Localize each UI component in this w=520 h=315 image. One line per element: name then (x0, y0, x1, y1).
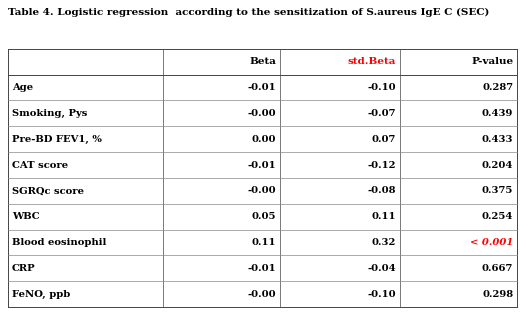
Text: -0.12: -0.12 (368, 161, 396, 169)
Text: 0.439: 0.439 (482, 109, 513, 118)
Text: -0.00: -0.00 (248, 186, 276, 195)
Text: -0.04: -0.04 (368, 264, 396, 273)
Text: 0.667: 0.667 (482, 264, 513, 273)
Text: 0.298: 0.298 (482, 290, 513, 299)
Text: Beta: Beta (250, 57, 276, 66)
Text: -0.10: -0.10 (368, 290, 396, 299)
Text: Blood eosinophil: Blood eosinophil (12, 238, 106, 247)
Text: -0.01: -0.01 (248, 161, 276, 169)
Text: 0.287: 0.287 (482, 83, 513, 92)
Text: 0.375: 0.375 (482, 186, 513, 195)
Text: < 0.001: < 0.001 (470, 238, 513, 247)
Text: -0.00: -0.00 (248, 109, 276, 118)
Text: 0.11: 0.11 (252, 238, 276, 247)
Text: Age: Age (12, 83, 33, 92)
Text: -0.01: -0.01 (248, 83, 276, 92)
Text: SGRQc score: SGRQc score (12, 186, 84, 195)
Text: 0.00: 0.00 (252, 135, 276, 144)
Text: -0.00: -0.00 (248, 290, 276, 299)
Text: -0.10: -0.10 (368, 83, 396, 92)
Text: 0.32: 0.32 (372, 238, 396, 247)
Text: P-value: P-value (471, 57, 513, 66)
Text: Smoking, Pys: Smoking, Pys (12, 109, 87, 118)
Text: std.Beta: std.Beta (348, 57, 396, 66)
Text: -0.01: -0.01 (248, 264, 276, 273)
Text: 0.11: 0.11 (371, 212, 396, 221)
Text: 0.07: 0.07 (372, 135, 396, 144)
Text: CRP: CRP (12, 264, 35, 273)
Text: -0.08: -0.08 (368, 186, 396, 195)
Text: 0.433: 0.433 (482, 135, 513, 144)
Text: 0.254: 0.254 (482, 212, 513, 221)
Text: 0.05: 0.05 (252, 212, 276, 221)
Text: FeNO, ppb: FeNO, ppb (12, 290, 70, 299)
Text: -0.07: -0.07 (368, 109, 396, 118)
Text: WBC: WBC (12, 212, 40, 221)
Text: Pre-BD FEV1, %: Pre-BD FEV1, % (12, 135, 102, 144)
Text: Table 4. Logistic regression  according to the sensitization of S.aureus IgE C (: Table 4. Logistic regression according t… (8, 8, 489, 17)
Text: 0.204: 0.204 (482, 161, 513, 169)
Text: CAT score: CAT score (12, 161, 68, 169)
